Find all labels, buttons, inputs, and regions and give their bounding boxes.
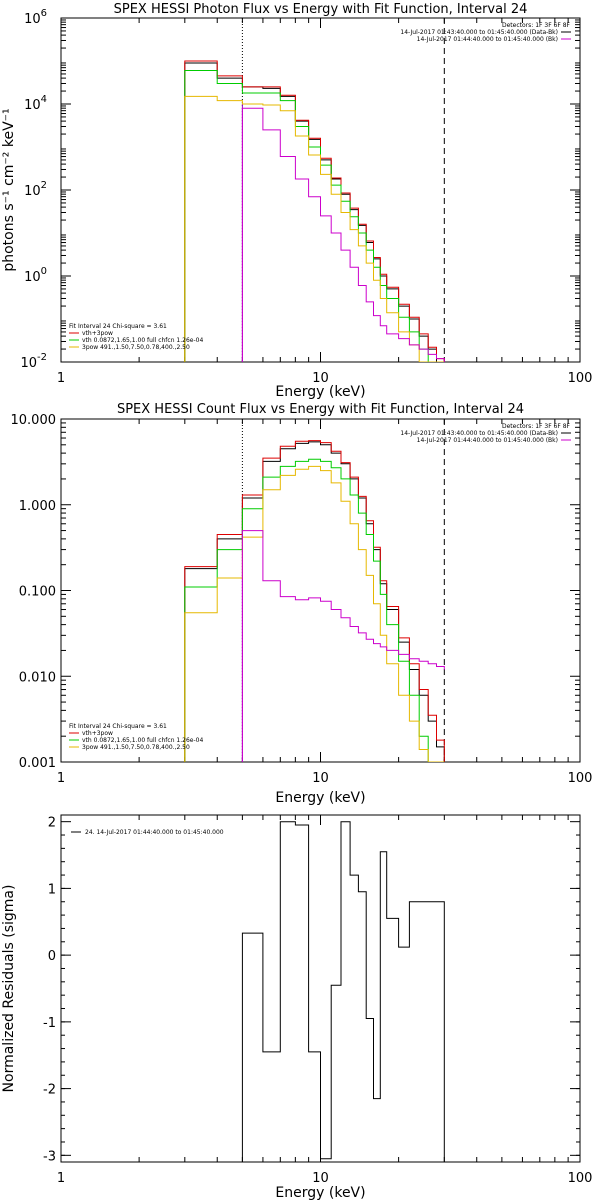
series-line-vth	[184, 70, 445, 362]
x-axis-label: Energy (keV)	[275, 384, 365, 400]
series-line-bk	[184, 441, 445, 762]
y-tick-label: -3	[43, 1149, 56, 1164]
y-tick-label: -2	[43, 1083, 56, 1098]
x-tick-label: 1	[57, 1171, 65, 1186]
y-tick-label: -1	[43, 1016, 56, 1031]
legend-entry: vth 0.0872,1.65,1.00 full chfcn 1.26e-04	[82, 737, 203, 744]
series-line-24	[241, 821, 445, 1162]
y-tick-label: 1.000	[19, 499, 56, 514]
x-tick-label: 100	[568, 771, 593, 786]
y-tick-label: 0.010	[19, 670, 56, 685]
chart-title: SPEX HESSI Photon Flux vs Energy with Fi…	[114, 2, 528, 17]
series-line-vth	[184, 458, 445, 762]
series-line-3pow	[184, 95, 445, 362]
series-line-bk	[241, 107, 445, 362]
legend-header: Detectors: 1F 3F 6F 8F	[502, 22, 571, 29]
y-axis-label: photons s⁻¹ cm⁻² keV⁻¹	[1, 108, 17, 271]
legend-entry: 14-Jul-2017 01:43:40.000 to 01:45:40.000…	[400, 29, 558, 36]
y-tick-label: 10-2	[20, 352, 47, 371]
y-tick-label: 106	[24, 8, 47, 27]
photon-flux-panel: SPEX HESSI Photon Flux vs Energy with Fi…	[1, 2, 592, 400]
y-axis-label: Normalized Residuals (sigma)	[1, 885, 17, 1093]
legend-entry: 24. 14-Jul-2017 01:44:40.000 to 01:45:40…	[85, 829, 224, 836]
x-tick-label: 10	[312, 1171, 329, 1186]
legend-fit-header: Fit Interval 24 Chi-square = 3.61	[69, 723, 167, 730]
x-tick-label: 1	[57, 771, 65, 786]
legend-entry: vth+3pow	[82, 730, 113, 737]
y-tick-label: 10.000	[11, 413, 57, 428]
y-tick-label: 0.100	[19, 585, 56, 600]
y-tick-label: 0	[48, 949, 56, 964]
x-axis-label: Energy (keV)	[275, 1185, 365, 1200]
residuals-panel: 1 10 100 -3 -2 -1 0 1 2 Energy (keV) Normalized Re…	[1, 814, 593, 1200]
count-flux-panel: SPEX HESSI Count Flux vs Energy with Fit…	[11, 402, 593, 806]
x-tick-label: 10	[312, 771, 329, 786]
y-tick-label: 100	[24, 266, 47, 285]
series-line-bk	[241, 530, 445, 762]
legend-entry: 3pow 491.,1.50,7.50,0.78,400.,2.50	[82, 744, 190, 751]
legend-entry: 3pow 491.,1.50,7.50,0.78,400.,2.50	[82, 344, 190, 351]
series-line-3pow	[184, 465, 445, 762]
legend-entry: vth 0.0872,1.65,1.00 full chfcn 1.26e-04	[82, 337, 203, 344]
legend-entry: 14-Jul-2017 01:44:40.000 to 01:45:40.000…	[417, 36, 558, 43]
legend-fit-header: Fit Interval 24 Chi-square = 3.61	[69, 323, 167, 330]
y-tick-label: 2	[48, 816, 56, 831]
series-line-vth3pow	[184, 60, 445, 362]
y-tick-label: 104	[24, 94, 47, 113]
x-axis-label: Energy (keV)	[275, 790, 365, 806]
chart-title: SPEX HESSI Count Flux vs Energy with Fit…	[117, 402, 524, 417]
series-line-vth3pow	[184, 440, 445, 762]
y-tick-label: 102	[24, 180, 47, 199]
x-tick-label: 10	[312, 371, 329, 386]
x-tick-label: 1	[57, 371, 65, 386]
y-tick-label: 1	[48, 882, 56, 897]
plot-frame	[60, 17, 581, 363]
y-tick-label: 0.001	[19, 756, 56, 771]
legend-header: Detectors: 1F 3F 6F 8F	[502, 423, 571, 430]
legend-entry: 14-Jul-2017 01:43:40.000 to 01:45:40.000…	[400, 430, 558, 437]
legend-entry: vth+3pow	[82, 330, 113, 337]
x-tick-label: 100	[568, 1171, 593, 1186]
legend-entry: 14-Jul-2017 01:44:40.000 to 01:45:40.000…	[417, 437, 558, 444]
x-tick-label: 100	[568, 371, 593, 386]
